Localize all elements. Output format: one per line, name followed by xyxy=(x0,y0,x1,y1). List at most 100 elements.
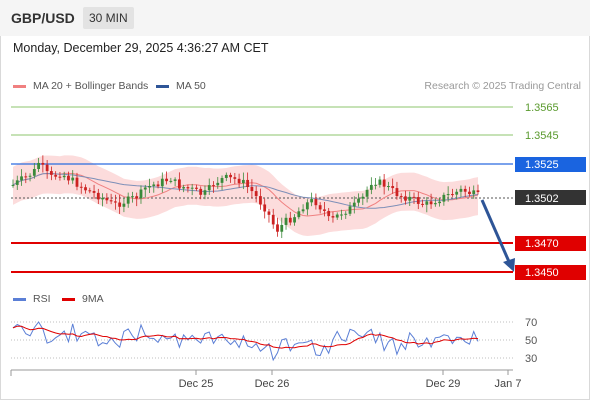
candle xyxy=(451,194,454,196)
candle xyxy=(126,196,130,204)
level-badge-s1 xyxy=(515,236,586,251)
candle xyxy=(374,184,378,186)
candle xyxy=(216,182,220,186)
rsi-swatch xyxy=(13,297,26,301)
level-label-r2: 1.3565 xyxy=(525,102,559,114)
rsi-pane: 70 50 30 xyxy=(11,317,537,365)
candle xyxy=(186,187,190,189)
candle xyxy=(207,185,211,191)
candle xyxy=(241,179,245,184)
candle xyxy=(15,180,19,185)
candle xyxy=(75,177,79,187)
legend-ma20-label: MA 20 + Bollinger Bands xyxy=(33,80,149,92)
candle xyxy=(79,186,83,188)
candle xyxy=(378,179,382,185)
candle xyxy=(139,189,143,199)
instrument-title: GBP/USD xyxy=(11,10,75,26)
level-label-current: 1.3502 xyxy=(525,193,559,205)
x-tick-label-jan7: Jan 7 xyxy=(495,378,522,390)
candle xyxy=(250,187,254,192)
candle xyxy=(11,184,15,186)
ma20-swatch xyxy=(13,84,26,88)
level-label-s1: 1.3470 xyxy=(525,238,559,250)
candle xyxy=(463,188,467,192)
candle xyxy=(327,210,331,217)
candle xyxy=(195,187,198,189)
bollinger-band xyxy=(13,155,478,236)
candle xyxy=(45,164,49,172)
timeframe-button[interactable]: 30 MIN xyxy=(83,7,134,29)
candle xyxy=(49,171,53,175)
candle xyxy=(404,196,407,201)
candle xyxy=(314,199,318,206)
candle xyxy=(340,214,343,216)
candle xyxy=(408,196,412,201)
candle xyxy=(71,177,75,181)
candle xyxy=(20,176,23,181)
level-label-pivot: 1.3525 xyxy=(525,159,559,171)
candle xyxy=(84,187,87,191)
candle xyxy=(96,192,100,200)
candle xyxy=(365,189,369,197)
candle xyxy=(382,179,386,187)
candle xyxy=(182,187,186,189)
rsi-tick-70: 70 xyxy=(525,317,537,329)
candles-group xyxy=(11,155,480,239)
candle xyxy=(387,186,390,188)
candle xyxy=(160,178,164,187)
candle xyxy=(143,187,147,190)
rsi-tick-50: 50 xyxy=(525,335,537,347)
candle xyxy=(433,203,437,205)
candle xyxy=(259,196,262,205)
research-credit: Research © 2025 Trading Central xyxy=(424,80,581,92)
legend-ma50-label: MA 50 xyxy=(176,80,206,92)
candle xyxy=(203,190,207,195)
candle xyxy=(344,213,348,215)
candle xyxy=(220,177,224,183)
candle xyxy=(429,201,433,205)
candle xyxy=(173,179,177,181)
candle xyxy=(254,191,258,197)
candle xyxy=(412,196,416,198)
candle xyxy=(229,174,232,178)
candle xyxy=(113,201,117,203)
legend-ma50: MA 50 xyxy=(156,80,206,92)
candle xyxy=(131,196,134,198)
candle xyxy=(421,203,424,205)
candle xyxy=(472,190,476,195)
candle xyxy=(237,178,241,184)
candle xyxy=(416,197,420,204)
projection-arrow-shaft xyxy=(480,199,512,265)
candle xyxy=(318,205,322,210)
candle xyxy=(88,190,92,192)
candle xyxy=(331,216,335,218)
candle xyxy=(67,175,70,181)
projection-arrow-head xyxy=(503,258,515,272)
candle xyxy=(335,214,339,218)
legend-rsi: RSI xyxy=(13,293,51,305)
candle xyxy=(62,175,66,178)
projection-arrow xyxy=(480,199,515,272)
candle xyxy=(357,198,360,203)
candle xyxy=(297,211,301,218)
legend-ma20: MA 20 + Bollinger Bands xyxy=(13,80,148,92)
candle xyxy=(105,197,109,201)
candle xyxy=(352,202,356,207)
candle xyxy=(92,191,96,193)
candle xyxy=(468,191,471,195)
candle xyxy=(425,201,429,205)
x-axis: Dec 25 Dec 26 Dec 29 Jan 7 xyxy=(10,369,522,390)
candle xyxy=(101,197,104,200)
candle xyxy=(446,194,450,196)
candle xyxy=(348,206,352,214)
rsi-tick-30: 30 xyxy=(525,353,537,365)
level-badge-current xyxy=(515,190,586,205)
candle xyxy=(246,179,250,188)
candle xyxy=(58,176,62,178)
candle xyxy=(301,209,305,212)
candle xyxy=(293,217,296,223)
candle xyxy=(135,196,139,199)
candle xyxy=(109,200,113,202)
candle xyxy=(442,194,446,202)
